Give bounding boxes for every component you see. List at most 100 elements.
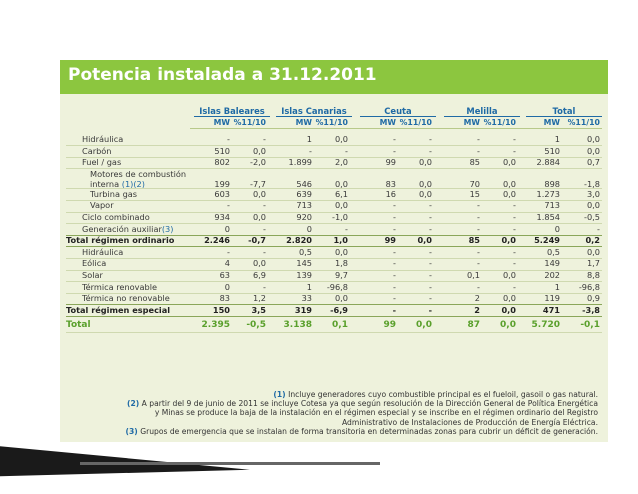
table-cell: 0,0 [586,246,600,257]
table-cell: 546 [296,178,312,189]
table-cell: 83 [219,293,230,304]
table-cell: 1 [306,134,312,144]
row-divider [66,257,602,259]
table-cell: -96,8 [578,281,600,292]
row-label-text: Térmica renovable [82,281,158,292]
table-cell: 1 [554,134,560,144]
table-cell: 3.138 [283,320,312,331]
table-cell: 0,0 [334,293,348,304]
row-label: Eólica [82,258,106,268]
sub-column-header: %11/10 [315,118,348,127]
row-divider [66,145,602,147]
table-cell: 920 [296,212,312,222]
slide: Potencia instalada a 31.12.2011 Islas Ba… [60,60,608,442]
row-label-text: Carbón [82,145,112,156]
table-cell: 0,0 [252,145,266,156]
table-cell: - [477,145,480,156]
column-group-header: Ceuta [384,106,412,116]
table-row: Térmica renovable 0 - 1 -96,8 - - - - 1 -96,8 [60,282,608,294]
row-divider [66,234,602,236]
table-row: Motores de combustión interna (1)(2) 199 -7… [60,169,608,189]
footnote-line: (1) Incluye generadores cuyo combustible… [273,390,598,399]
table-cell: - [513,258,516,269]
table-cell: 1,8 [334,258,348,269]
sub-column-header: MW [379,118,396,127]
column-group-header: Melilla [466,106,498,116]
row-divider [66,156,602,158]
table-cell: 2,0 [334,157,348,168]
table-cell: 2.395 [201,320,230,331]
table-cell: - [477,200,480,211]
table-cell: 15 [469,188,480,199]
sub-column-header: MW [543,118,560,127]
table-cell: 0,0 [418,178,432,189]
row-label: Total régimen especial [66,305,170,315]
table-cell: 16 [385,188,396,199]
row-label-text: Térmica no renovable [82,293,170,304]
table-cell: 5.249 [534,235,560,246]
table-cell: 0,0 [586,200,600,211]
table-cell: 639 [296,188,312,199]
row-label-text: Ciclo combinado [82,212,150,222]
table-cell: 2 [474,293,480,304]
table-cell: 0,7 [586,157,600,168]
table-cell: - [263,281,266,292]
table-cell: 0,0 [501,304,516,315]
page-title: Potencia instalada a 31.12.2011 [68,65,377,85]
row-label-text: Hidráulica [82,246,124,257]
table-cell: 1,0 [333,235,348,246]
table-cell: 0,1 [332,320,348,331]
row-label-text: Generación auxiliar [82,223,162,234]
table-row: Térmica no renovable 83 1,2 33 0,0 - - 2 0,0 119 0… [60,293,608,305]
row-divider [66,315,602,317]
table-cell: 83 [385,178,396,189]
decorative-swoosh [0,446,250,494]
table-cell: 1 [306,281,312,292]
table-cell: 0,0 [500,320,516,331]
table-cell: - [513,145,516,156]
table-cell: 713 [544,200,560,211]
table-cell: - [263,223,266,234]
table-cell: 2 [474,304,480,315]
table-cell: 1,2 [252,293,266,304]
row-divider [66,269,602,271]
footnote-ref: (3) [161,223,174,234]
row-label: Motores de combustión interna (1)(2) [90,169,186,189]
row-label-text: Total régimen especial [66,304,171,315]
row-label: Térmica no renovable [82,293,170,303]
table-cell: -0,7 [248,235,266,246]
table-cell: - [393,258,396,269]
table-row: Eólica 4 0,0 145 1,8 - - - - 149 1,7 [60,258,608,270]
table-cell: 0 [554,223,560,234]
table-cell: 85 [469,157,480,168]
table-cell: 33 [301,293,312,304]
table-cell: - [429,258,432,269]
table-cell: 0,0 [418,188,432,199]
row-label: Total régimen ordinario [66,235,174,245]
table-cell: 5.720 [531,320,560,331]
table-cell: - [429,200,432,211]
table-cell: - [345,145,348,156]
row-label-text: Eólica [82,258,107,269]
table-row: Total régimen ordinario 2.246 -0,7 2.820 1,0… [60,235,608,247]
column-group-underline [194,116,270,117]
table-cell: - [393,145,396,156]
table-cell: - [263,246,266,257]
row-label: Total [66,320,91,330]
table-cell: - [513,134,516,144]
row-label: Hidráulica [82,247,123,257]
table-cell: - [513,223,516,234]
row-label: Turbina gas [90,189,137,199]
row-divider [66,292,602,294]
footnote-line: (3) Grupos de emergencia que se instalan… [126,427,598,436]
footnote-text: Incluye generadores cuyo combustible pri… [288,390,598,399]
row-label: Generación auxiliar(3) [82,224,173,234]
table-cell: - [393,134,396,144]
title-bar: Potencia instalada a 31.12.2011 [60,60,608,94]
table-cell: 713 [296,200,312,211]
table-cell: 319 [294,304,312,315]
table-cell: - [392,304,396,315]
sub-column-header: %11/10 [567,118,600,127]
table-cell: 3,0 [586,188,600,199]
sub-column-header: MW [463,118,480,127]
